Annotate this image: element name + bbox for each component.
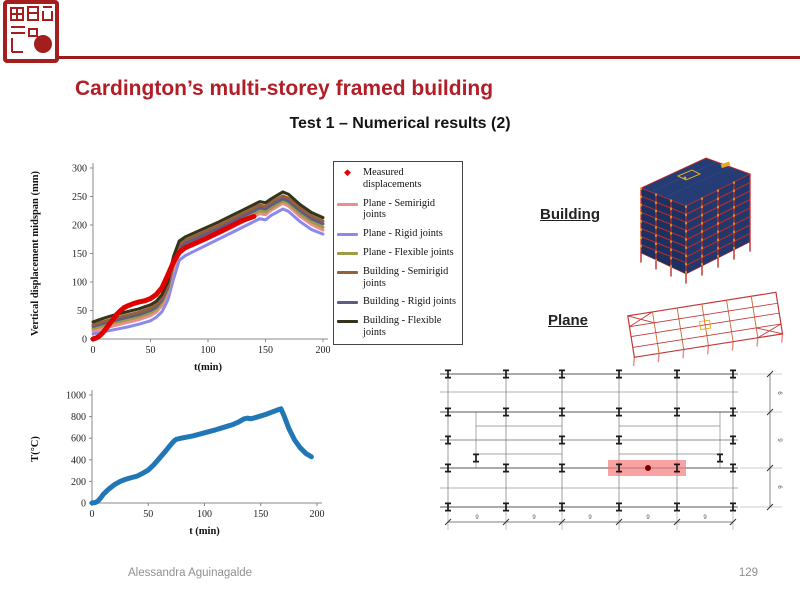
svg-text:0: 0 (91, 345, 96, 356)
svg-text:400: 400 (71, 455, 86, 466)
legend-item-label: Plane - Rigid joints (363, 228, 443, 240)
svg-text:800: 800 (71, 412, 86, 423)
legend-item-label: Plane - Flexible joints (363, 247, 454, 259)
svg-text:t (min): t (min) (189, 526, 220, 537)
page-number: 129 (738, 567, 758, 579)
legend-item: Plane - Flexible joints (337, 247, 459, 259)
svg-text:150: 150 (72, 249, 87, 260)
side-dim-label: 6 (776, 485, 782, 489)
building-model-image (639, 157, 752, 284)
svg-text:50: 50 (77, 306, 87, 317)
legend-item: Building - Flexible joints (337, 315, 459, 339)
legend-item: Plane - Rigid joints (337, 228, 459, 240)
displacement-chart: 0 50 100 150 200 0 50 100 150 200 250 300 t(min) Vert… (30, 163, 331, 373)
svg-text:100: 100 (197, 509, 212, 520)
legend-item-label: Building - Semirigid joints (363, 265, 449, 289)
legend-item: Plane - Semirigid joints (337, 198, 459, 222)
svg-text:1000: 1000 (66, 391, 86, 402)
svg-text:0: 0 (81, 499, 86, 510)
plane-label: Plane (548, 312, 589, 329)
svg-text:Vertical displacement midspan: Vertical displacement midspan (mm) (30, 171, 41, 336)
svg-text:100: 100 (72, 278, 87, 289)
legend-item-label: Plane - Semirigid joints (363, 197, 436, 221)
svg-text:100: 100 (201, 345, 216, 356)
svg-text:T(°C): T(°C) (30, 436, 41, 462)
legend-item: Building - Semirigid joints (337, 266, 459, 290)
svg-text:150: 150 (258, 345, 273, 356)
svg-text:50: 50 (143, 509, 153, 520)
legend-item: ◆ Measured displacements (337, 167, 459, 191)
header-divider (57, 56, 800, 59)
temperature-chart: 0 50 100 150 200 0 200 400 600 800 1000 t (min) T(°C… (30, 390, 325, 537)
plane-model-image (627, 291, 784, 366)
svg-text:300: 300 (72, 164, 87, 175)
svg-text:250: 250 (72, 192, 87, 203)
legend-item-label: Measured displacements (363, 167, 422, 190)
svg-text:50: 50 (146, 345, 156, 356)
svg-text:0: 0 (82, 335, 87, 346)
line-swatch-icon (337, 270, 358, 274)
floor-plan-diagram: 9 9 9 9 9 6 9 6 (440, 369, 782, 530)
slide-subtitle: Test 1 – Numerical results (2) (289, 115, 511, 132)
measurement-point-marker (645, 465, 651, 471)
author-name: Alessandra Aguinagalde (128, 567, 253, 579)
line-swatch-icon (337, 301, 358, 305)
bay-dim-label: 9 (475, 515, 479, 521)
svg-text:200: 200 (316, 345, 331, 356)
svg-text:600: 600 (71, 434, 86, 445)
svg-text:0: 0 (90, 509, 95, 520)
side-dim-label: 9 (776, 438, 782, 442)
legend-item: Building - Rigid joints (337, 296, 459, 308)
svg-text:150: 150 (253, 509, 268, 520)
diamond-marker-icon: ◆ (344, 167, 351, 177)
building-label: Building (540, 206, 600, 223)
line-swatch-icon (337, 233, 358, 237)
svg-text:200: 200 (71, 477, 86, 488)
svg-text:200: 200 (310, 509, 325, 520)
page-title: Cardington’s multi-storey framed buildin… (75, 77, 494, 100)
chart-legend: ◆ Measured displacements Plane - Semirigid… (333, 161, 463, 345)
line-swatch-icon (337, 320, 358, 324)
seal-stamp-logo (3, 0, 59, 63)
legend-item-label: Building - Rigid joints (363, 296, 456, 308)
line-swatch-icon (337, 252, 358, 256)
side-dim-label: 6 (776, 391, 782, 395)
bay-dim-label: 9 (646, 515, 650, 521)
svg-text:t(min): t(min) (194, 362, 222, 373)
svg-text:200: 200 (72, 221, 87, 232)
bay-dim-label: 9 (532, 515, 536, 521)
bay-dim-label: 9 (703, 515, 707, 521)
bay-dim-label: 9 (588, 515, 592, 521)
legend-item-label: Building - Flexible joints (363, 315, 442, 339)
line-swatch-icon (337, 202, 358, 206)
